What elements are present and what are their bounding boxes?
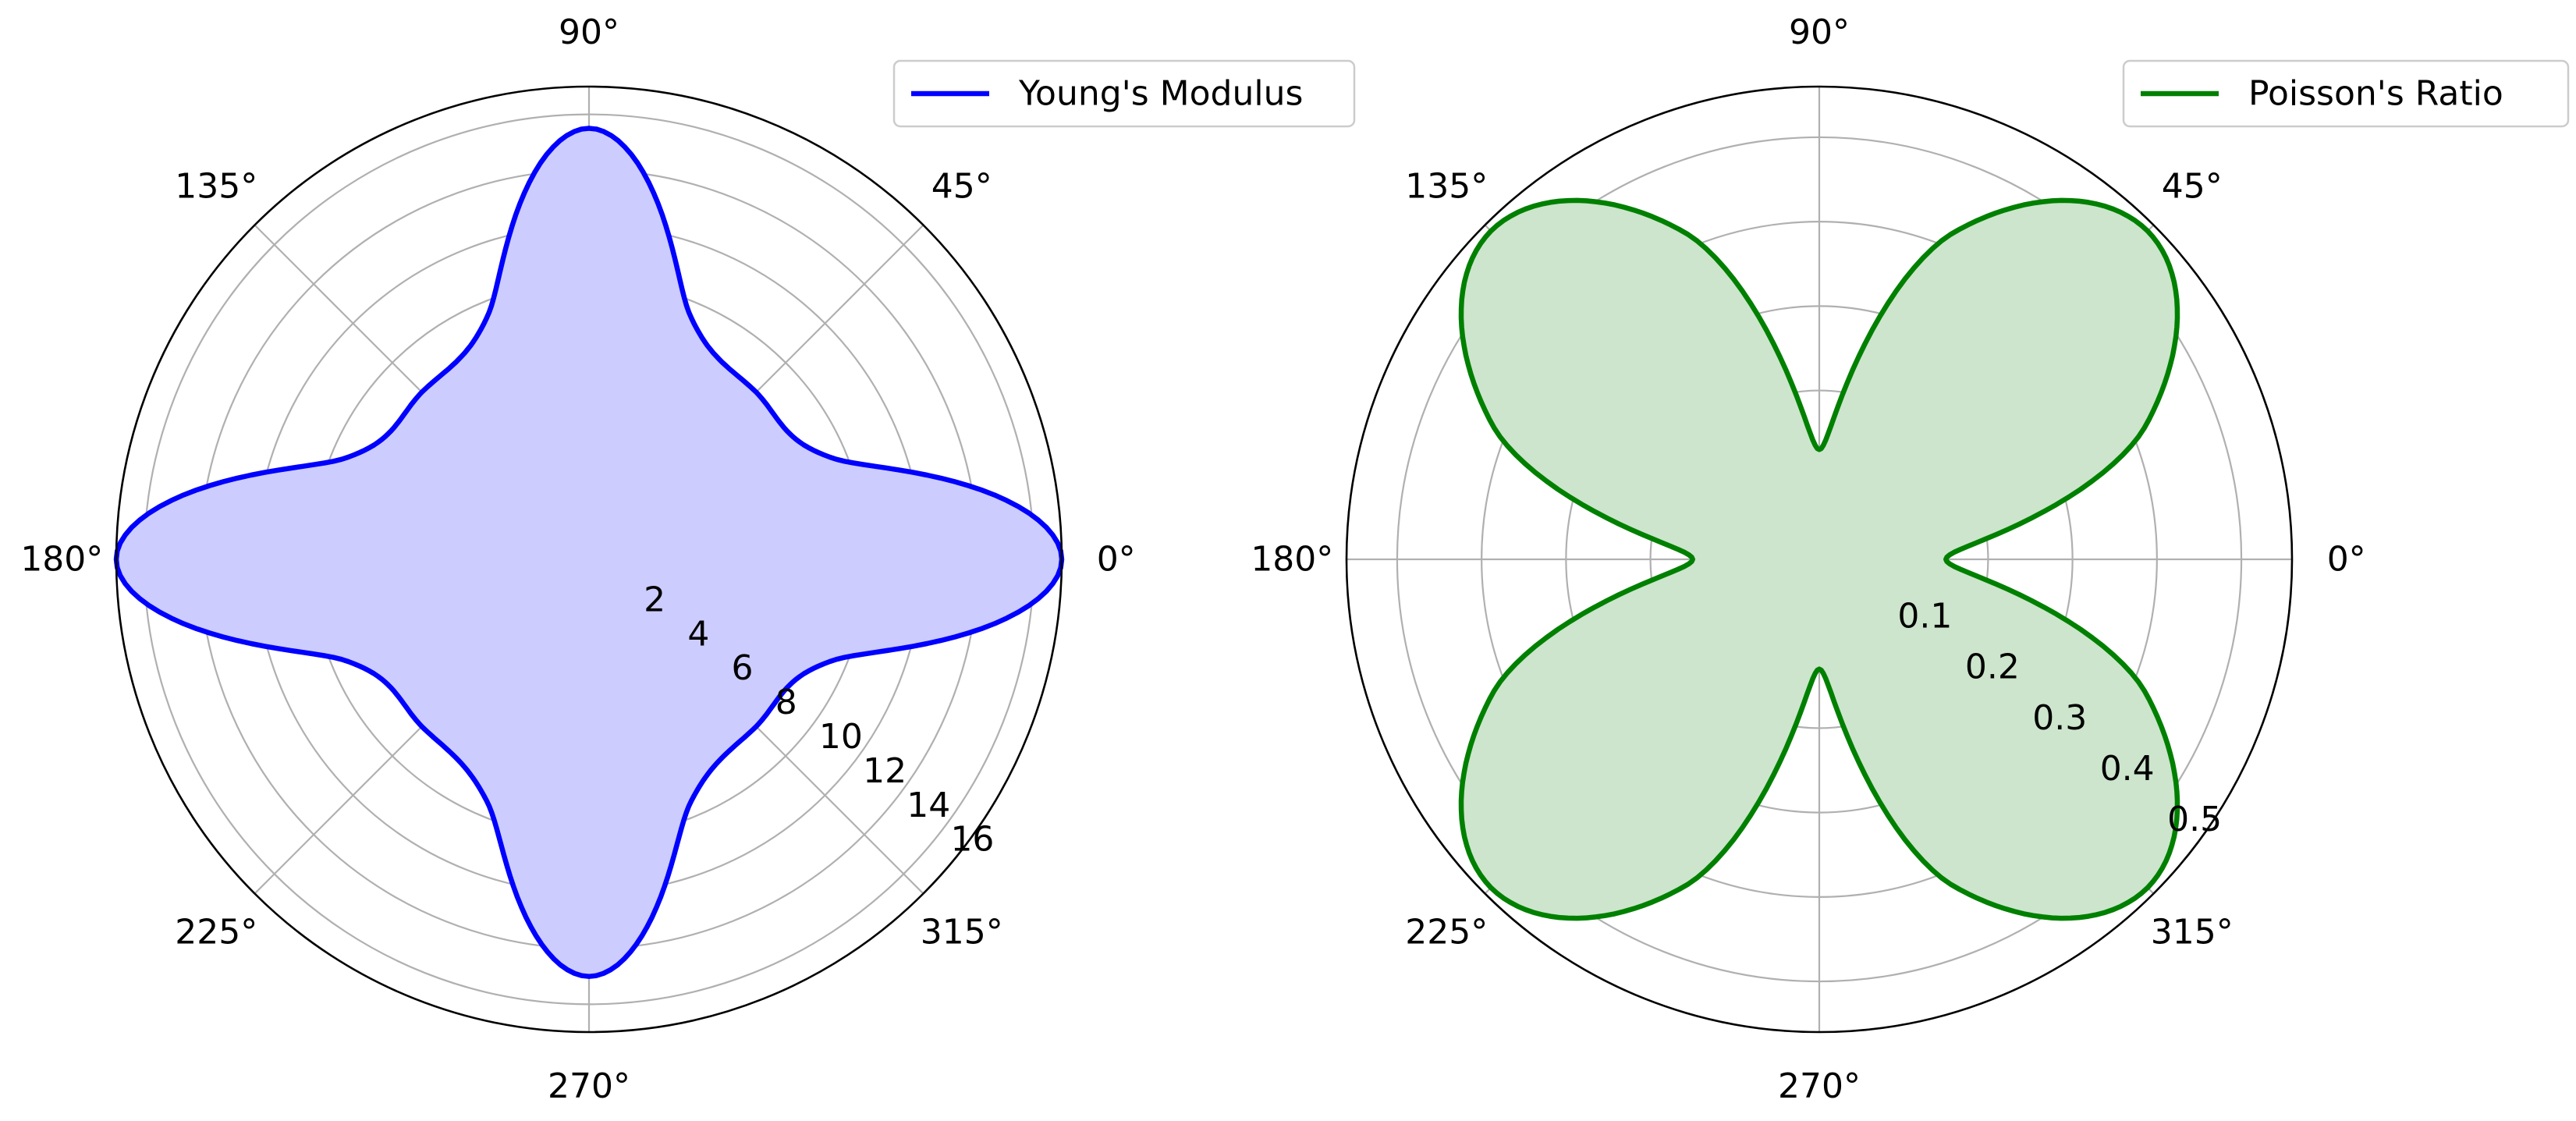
theta-tick-label: 0° (1097, 540, 1136, 580)
radial-tick-label: 10 (819, 717, 863, 757)
legend-label-youngs-modulus: Young's Modulus (1018, 74, 1303, 114)
legend-label-poissons-ratio: Poisson's Ratio (2248, 74, 2503, 114)
radial-tick-label: 2 (644, 580, 665, 619)
youngs-modulus-polar-chart: 0°45°90°135°180°225°270°315° 24681012141… (20, 12, 1356, 1106)
theta-tick-labels: 0° 45° 90° 135° 180° 225° 270° 315° (20, 12, 1135, 1106)
radial-tick-label: 0.3 (2032, 698, 2087, 738)
radial-tick-label: 8 (775, 683, 797, 722)
series-fill-0 (1461, 200, 2177, 919)
radial-tick-label: 0.5 (2167, 800, 2222, 839)
poissons-ratio-polar-chart: 0°45°90°135°180°225°270°315° 0.10.20.30.… (1251, 12, 2570, 1106)
theta-tick-label: 180° (1251, 540, 1333, 580)
polar-outer-circle (1345, 85, 2294, 1034)
theta-tick-label: 0° (2327, 540, 2366, 580)
theta-tick-label: 135° (1405, 167, 1488, 207)
radial-tick-label: 14 (907, 786, 950, 825)
series-layer (1458, 197, 2180, 921)
radial-tick-label: 0.4 (2100, 749, 2155, 789)
theta-tick-label: 315° (921, 912, 1003, 952)
theta-tick-label: 90° (559, 12, 619, 52)
legend-box (2122, 59, 2570, 128)
outer-circle (1345, 85, 2294, 1034)
series-fill-0 (116, 128, 1062, 977)
radial-tick-labels: 0.1 0.2 0.3 0.4 0.5 (1897, 597, 2222, 839)
theta-tick-label: 45° (2162, 167, 2223, 207)
theta-tick-labels: 0° 45° 90° 135° 180° 225° 270° 315° (1251, 12, 2365, 1106)
series-line-0 (1458, 197, 2180, 921)
radial-tick-label: 4 (687, 614, 709, 654)
theta-tick-label: 225° (1405, 912, 1488, 952)
legend: Poisson's Ratio (2122, 59, 2570, 128)
theta-tick-label: 225° (175, 912, 257, 952)
theta-tick-label: 90° (1789, 12, 1850, 52)
radial-tick-label: 16 (950, 820, 994, 860)
theta-tick-label: 270° (548, 1066, 630, 1106)
polar-outer-circle (115, 85, 1063, 1034)
radial-tick-label: 12 (863, 751, 907, 791)
theta-tick-label: 270° (1778, 1066, 1861, 1106)
outer-circle (115, 85, 1063, 1034)
radial-tick-label: 6 (732, 648, 754, 688)
radial-tick-label: 0.2 (1965, 647, 2020, 687)
legend-box (892, 59, 1356, 128)
theta-tick-label: 135° (175, 167, 257, 207)
legend: Young's Modulus (892, 59, 1356, 128)
theta-tick-label: 45° (931, 167, 992, 207)
radial-tick-label: 0.1 (1897, 597, 1952, 637)
theta-tick-label: 180° (20, 540, 103, 580)
theta-tick-label: 315° (2151, 912, 2234, 952)
